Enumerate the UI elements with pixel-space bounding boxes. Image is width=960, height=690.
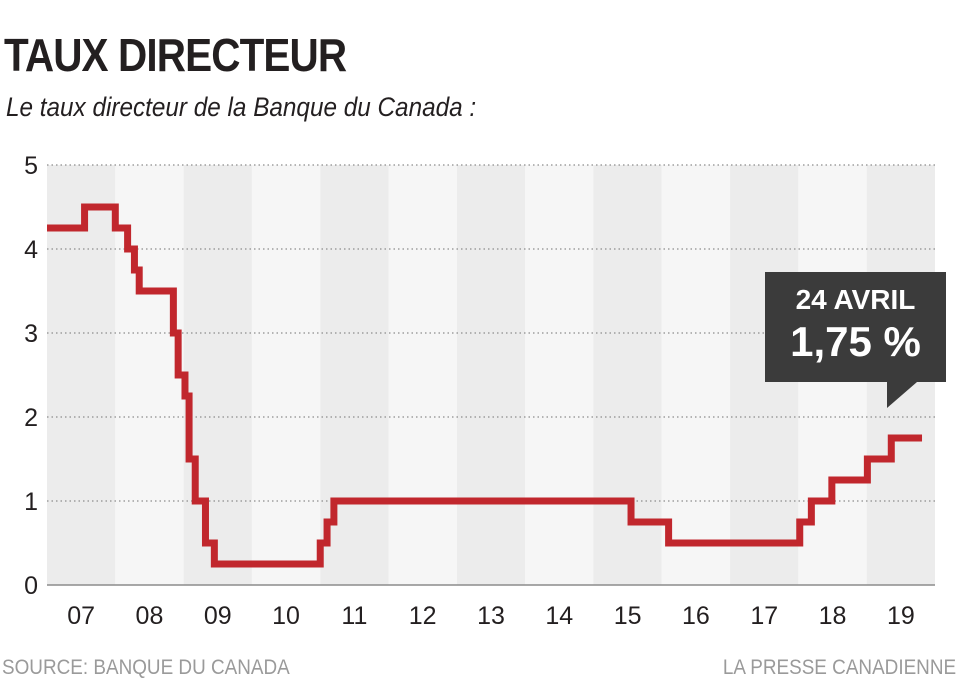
year-band [456,165,526,585]
x-tick-label: 15 [614,602,642,630]
chart-title: TAUX DIRECTEUR [4,29,347,81]
x-tick-label: 07 [67,602,95,630]
x-axis-ticks: 07 08 09 10 11 12 13 14 15 16 17 18 19 [67,602,915,630]
x-tick-label: 16 [682,602,710,630]
y-tick-label: 1 [24,488,38,516]
year-band [183,165,252,585]
chart-subtitle: Le taux directeur de la Banque du Canada… [6,92,477,122]
x-tick-label: 17 [750,602,778,630]
source-credit: SOURCE: BANQUE DU CANADA [2,656,290,679]
rate-line [47,203,923,568]
year-band [251,165,321,585]
year-band [388,165,457,585]
y-axis-ticks: 0 1 2 3 4 5 [24,152,38,600]
year-band [661,165,731,585]
x-tick-label: 09 [204,602,232,630]
x-tick-label: 13 [477,602,505,630]
x-tick-label: 14 [545,602,573,630]
x-tick-label: 19 [887,602,915,630]
x-tick-label: 11 [341,602,367,630]
y-tick-label: 4 [24,236,38,264]
year-band [47,165,116,585]
y-tick-label: 2 [24,404,38,432]
callout-value: 1,75 % [790,318,921,365]
x-tick-label: 12 [409,602,437,630]
x-tick-label: 10 [272,602,300,630]
latest-rate-callout: 24 AVRIL 1,75 % [765,272,946,408]
year-bands [47,165,935,585]
grid-lines [47,164,935,586]
y-tick-label: 5 [24,152,38,180]
year-band [525,165,594,585]
y-tick-label: 3 [24,320,38,348]
callout-date: 24 AVRIL [795,284,916,315]
agency-credit: LA PRESSE CANADIENNE [722,656,956,679]
x-tick-label: 18 [819,602,847,630]
y-tick-label: 0 [24,572,38,600]
x-tick-label: 08 [136,602,164,630]
